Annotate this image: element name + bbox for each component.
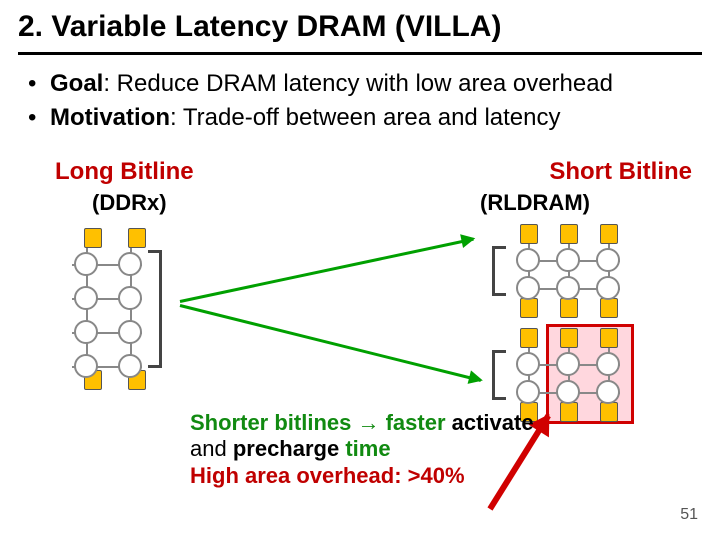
dram-cell-icon xyxy=(516,380,540,404)
dram-cell-icon xyxy=(556,352,580,376)
title-wrap: 2. Variable Latency DRAM (VILLA) xyxy=(0,0,720,48)
title-text: Variable Latency DRAM (VILLA) xyxy=(51,10,501,43)
ddr-subarray xyxy=(72,228,182,390)
bullet-goal: Goal: Reduce DRAM latency with low area … xyxy=(28,69,692,99)
callout-activate: activate xyxy=(452,410,534,435)
sense-amp-icon xyxy=(600,224,618,244)
callout-overhead: >40% xyxy=(408,463,465,488)
bracket-icon xyxy=(492,246,506,296)
overlay-long-bitline: Long Bitline xyxy=(55,158,194,186)
rl-subarray-bottom xyxy=(510,328,630,422)
callout-precharge: precharge xyxy=(233,436,339,461)
dram-cell-icon xyxy=(556,380,580,404)
slide-title: 2. Variable Latency DRAM (VILLA) xyxy=(18,10,702,44)
title-underline xyxy=(18,52,702,55)
rl-subarray-top xyxy=(510,224,630,318)
arrow-icon xyxy=(180,238,474,303)
sense-amp-icon xyxy=(520,298,538,318)
sense-amp-icon xyxy=(84,228,102,248)
dram-cell-icon xyxy=(556,276,580,300)
bullet-list: Goal: Reduce DRAM latency with low area … xyxy=(0,69,720,133)
dram-cell-icon xyxy=(516,276,540,300)
dram-cell-icon xyxy=(596,276,620,300)
page-number: 51 xyxy=(680,506,698,524)
sense-amp-icon xyxy=(600,328,618,348)
sense-amp-icon xyxy=(520,328,538,348)
arrow-icon xyxy=(180,304,482,382)
sense-amp-icon xyxy=(128,228,146,248)
bullet-motivation-lead: Motivation xyxy=(50,104,170,131)
dram-cell-icon xyxy=(118,252,142,276)
bullet-motivation-text: : Trade-off between area and latency xyxy=(170,104,560,131)
dram-cell-icon xyxy=(74,354,98,378)
callout-line2a: High area overhead: xyxy=(190,463,408,488)
label-ddrx: (DDRx) xyxy=(92,190,167,216)
label-rldram: (RLDRAM) xyxy=(480,190,590,216)
dram-cell-icon xyxy=(516,248,540,272)
sense-amp-icon xyxy=(560,402,578,422)
overlay-short-bitline: Short Bitline xyxy=(549,158,692,186)
sense-amp-icon xyxy=(560,298,578,318)
bullet-goal-lead: Goal xyxy=(50,70,103,97)
sense-amp-icon xyxy=(600,298,618,318)
sense-amp-icon xyxy=(560,224,578,244)
dram-cell-icon xyxy=(596,352,620,376)
bracket-icon xyxy=(148,250,162,368)
bracket-icon xyxy=(492,350,506,400)
dram-cell-icon xyxy=(74,320,98,344)
callout-line1e: time xyxy=(339,436,390,461)
dram-cell-icon xyxy=(118,286,142,310)
sense-amp-icon xyxy=(520,224,538,244)
callout-text: Shorter bitlines → faster activate and p… xyxy=(190,410,540,489)
dram-cell-icon xyxy=(118,354,142,378)
dram-cell-icon xyxy=(596,380,620,404)
sense-amp-icon xyxy=(560,328,578,348)
dram-cell-icon xyxy=(74,252,98,276)
sense-amp-icon xyxy=(600,402,618,422)
dram-cell-icon xyxy=(118,320,142,344)
callout-line1a: Shorter bitlines → faster xyxy=(190,410,452,435)
bullet-motivation: Motivation: Trade-off between area and l… xyxy=(28,103,692,133)
bullet-goal-text: : Reduce DRAM latency with low area over… xyxy=(103,70,613,97)
dram-cell-icon xyxy=(516,352,540,376)
title-number: 2. xyxy=(18,10,43,43)
dram-cell-icon xyxy=(74,286,98,310)
dram-cell-icon xyxy=(596,248,620,272)
callout-line1c: and xyxy=(190,436,233,461)
dram-cell-icon xyxy=(556,248,580,272)
